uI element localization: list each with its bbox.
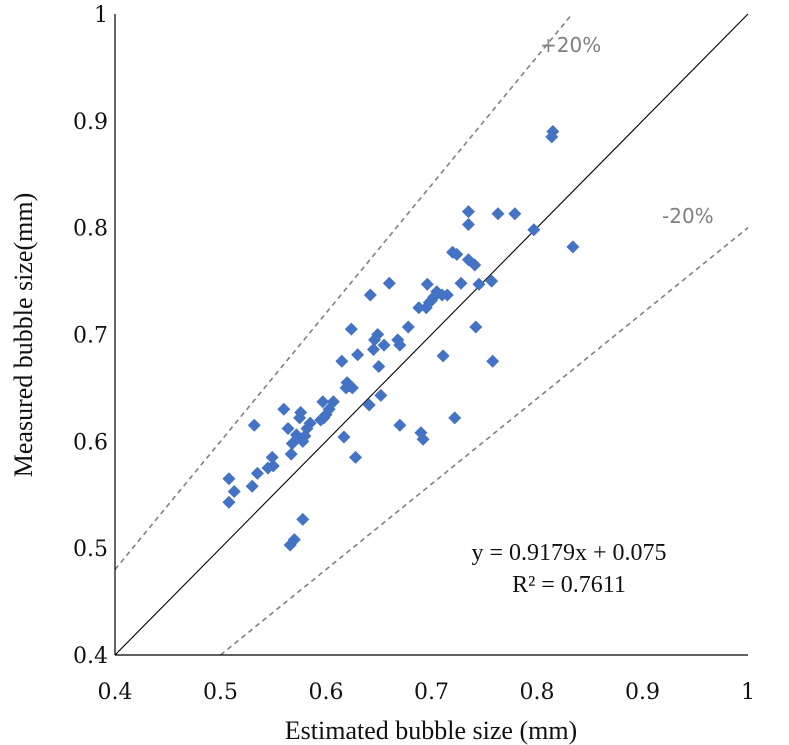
- data-point: [440, 288, 454, 302]
- data-point: [377, 338, 391, 352]
- data-point: [436, 349, 450, 363]
- y-tick-label: 0.8: [73, 217, 108, 242]
- data-point: [371, 328, 385, 341]
- plus-20-line: [114, 13, 573, 571]
- data-point: [374, 388, 388, 402]
- data-point: [472, 277, 486, 291]
- reference-lines: [114, 13, 749, 656]
- data-point: [393, 418, 407, 432]
- data-point: [296, 512, 310, 526]
- y-axis-title: Measured bubble size(mm): [9, 193, 38, 477]
- data-point: [344, 322, 358, 336]
- data-point: [287, 533, 301, 547]
- data-point: [546, 125, 560, 139]
- data-point: [222, 495, 236, 509]
- data-point: [468, 258, 482, 272]
- x-tick-label: 1: [741, 680, 755, 705]
- data-point: [362, 398, 376, 412]
- data-point: [508, 207, 522, 221]
- data-point: [527, 223, 541, 237]
- y-tick-label: 0.6: [73, 430, 108, 455]
- data-point: [303, 416, 317, 430]
- data-point: [326, 395, 340, 409]
- data-point: [250, 466, 264, 480]
- data-point: [372, 360, 386, 374]
- data-point: [416, 432, 430, 446]
- data-points: [222, 125, 580, 552]
- data-point: [222, 472, 236, 486]
- y-tick-labels: 0.4 0.5 0.6 0.7 0.8 0.9 1: [73, 3, 108, 669]
- data-point: [281, 422, 295, 436]
- x-tick-label: 0.9: [625, 680, 660, 705]
- x-tick-label: 0.7: [414, 680, 449, 705]
- y-tick-label: 0.9: [73, 110, 108, 135]
- regression-equation: y = 0.9179x + 0.075: [471, 540, 666, 566]
- axes: [114, 14, 748, 656]
- data-point: [485, 274, 499, 288]
- data-point: [450, 247, 464, 261]
- data-point: [461, 205, 475, 219]
- x-axis-title: Estimated bubble size (mm): [285, 716, 577, 745]
- data-point: [265, 450, 279, 464]
- y-tick-label: 0.4: [73, 644, 108, 669]
- data-point: [491, 207, 505, 221]
- x-tick-label: 0.6: [309, 680, 344, 705]
- x-tick-labels: 0.4 0.5 0.6 0.7 0.8 0.9 1: [98, 680, 756, 705]
- x-tick-label: 0.5: [203, 680, 238, 705]
- r-squared-label: R² = 0.7611: [512, 572, 626, 598]
- data-point: [349, 450, 363, 464]
- data-point: [277, 402, 291, 416]
- data-point: [461, 217, 475, 231]
- data-point: [294, 405, 308, 419]
- data-point: [366, 342, 380, 356]
- x-tick-label: 0.4: [98, 680, 133, 705]
- data-point: [316, 395, 330, 409]
- y-tick-label: 0.5: [73, 537, 108, 562]
- data-point: [245, 479, 259, 493]
- data-point: [486, 354, 500, 368]
- data-point: [469, 320, 483, 334]
- data-point: [412, 301, 426, 315]
- data-point: [351, 348, 365, 362]
- data-point: [420, 277, 434, 291]
- data-point: [382, 276, 396, 290]
- data-point: [454, 276, 468, 290]
- data-point: [448, 411, 462, 425]
- minus-20-label: -20%: [662, 204, 714, 228]
- y-tick-label: 0.7: [73, 324, 108, 349]
- data-point: [266, 459, 280, 473]
- data-point: [227, 485, 241, 499]
- data-point: [363, 288, 377, 302]
- x-tick-label: 0.8: [520, 680, 555, 705]
- data-point: [337, 430, 351, 444]
- data-point: [284, 447, 298, 461]
- data-point: [393, 338, 407, 352]
- data-point: [345, 381, 359, 395]
- identity-line: [114, 13, 749, 656]
- data-point: [566, 240, 580, 254]
- plus-20-label: +20%: [540, 33, 601, 57]
- data-point: [335, 354, 349, 368]
- data-point: [401, 320, 415, 334]
- data-point: [247, 418, 261, 432]
- y-tick-label: 1: [94, 3, 108, 28]
